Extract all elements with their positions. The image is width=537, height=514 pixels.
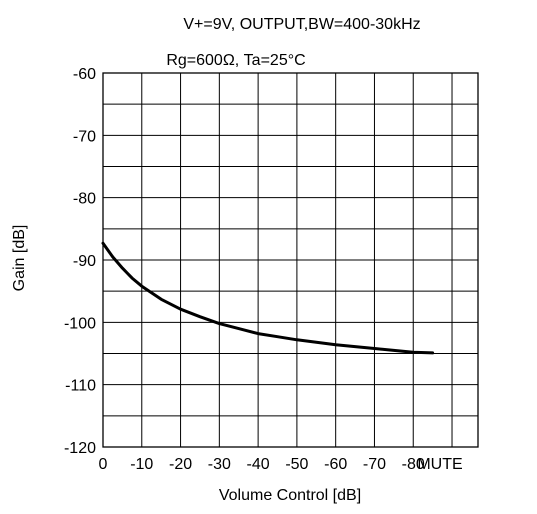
y-tick-label: -90 <box>73 253 96 270</box>
y-tick-label: -120 <box>64 440 96 457</box>
y-tick-labels: -60 -70 -80 -90 -100 -110 -120 <box>64 66 96 457</box>
y-tick-label: -60 <box>73 66 96 83</box>
x-tick-label: -80 <box>402 456 425 473</box>
plot-grid <box>103 73 478 447</box>
x-tick-label: -50 <box>285 456 308 473</box>
chart-title-line-1: V+=9V, OUTPUT,BW=400-30kHz <box>183 16 420 33</box>
y-axis-label: Gain [dB] <box>11 225 28 292</box>
chart-title-line-2: Rg=600Ω, Ta=25°C <box>166 52 305 69</box>
series-line <box>101 241 435 355</box>
x-tick-label: MUTE <box>417 456 462 473</box>
x-tick-label: -20 <box>169 456 192 473</box>
x-tick-label: -30 <box>208 456 231 473</box>
y-tick-label: -70 <box>73 128 96 145</box>
y-tick-label: -110 <box>65 378 96 395</box>
plot-frame <box>102 72 479 448</box>
y-tick-label: -100 <box>64 315 96 332</box>
y-tick-label: -80 <box>73 191 96 208</box>
x-tick-label: 0 <box>99 456 108 473</box>
series-group <box>101 241 435 355</box>
x-axis-label: Volume Control [dB] <box>219 487 361 504</box>
x-tick-label: -60 <box>324 456 347 473</box>
x-tick-label: -10 <box>130 456 153 473</box>
x-tick-label: -40 <box>247 456 270 473</box>
x-tick-label: -70 <box>363 456 386 473</box>
